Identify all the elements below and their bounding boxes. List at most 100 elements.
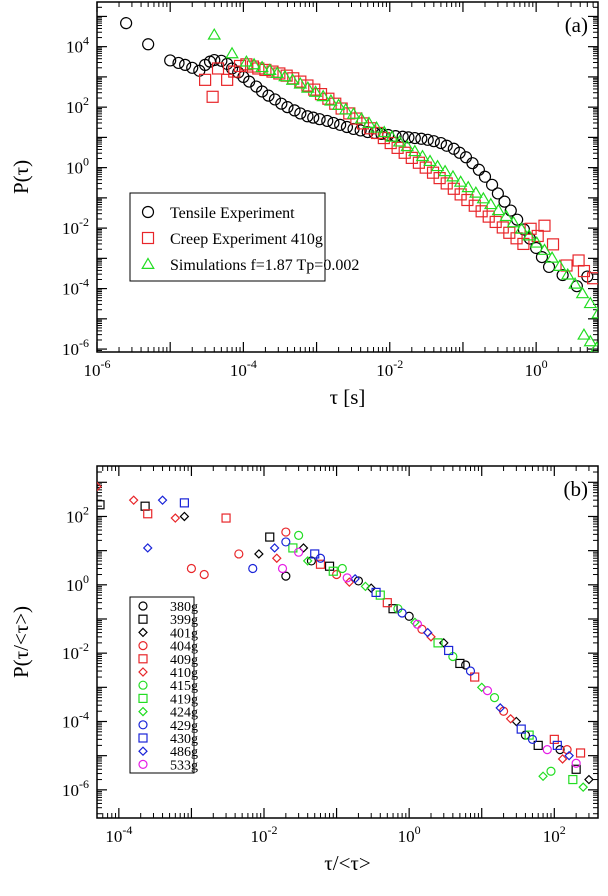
data-point bbox=[568, 774, 578, 785]
legend-label: 415g bbox=[170, 679, 198, 694]
legend-marker bbox=[138, 759, 148, 770]
series-380g bbox=[281, 556, 565, 755]
series-533g bbox=[277, 547, 581, 768]
data-point bbox=[179, 498, 189, 508]
data-point bbox=[369, 120, 384, 133]
data-point bbox=[537, 243, 552, 255]
x-tick-label: 100 bbox=[398, 823, 421, 846]
data-point bbox=[360, 581, 371, 592]
data-point bbox=[186, 61, 199, 74]
data-point bbox=[430, 159, 445, 172]
y-tick-label: 10-6 bbox=[62, 336, 89, 359]
data-point bbox=[578, 782, 589, 792]
legend-label: Tensile Experiment bbox=[170, 205, 295, 222]
x-tick-label: 10-4 bbox=[230, 357, 257, 380]
data-point bbox=[327, 116, 340, 130]
data-point bbox=[504, 204, 517, 217]
data-point bbox=[215, 54, 228, 67]
x-tick-label: 10-4 bbox=[105, 823, 132, 846]
data-point bbox=[575, 286, 590, 299]
data-point bbox=[268, 93, 282, 106]
data-point bbox=[440, 139, 453, 152]
data-point bbox=[346, 107, 361, 119]
legend-label: 409g bbox=[170, 653, 198, 668]
data-point bbox=[506, 215, 521, 228]
data-point bbox=[571, 758, 581, 768]
data-point bbox=[455, 658, 465, 669]
data-point bbox=[285, 73, 300, 85]
data-point bbox=[552, 259, 567, 271]
y-tick-label: 10-4 bbox=[62, 709, 89, 732]
data-point bbox=[469, 186, 483, 198]
legend-marker bbox=[138, 693, 148, 704]
data-point bbox=[278, 69, 292, 82]
data-point bbox=[310, 549, 320, 559]
legend-marker bbox=[138, 601, 148, 611]
legend-box bbox=[129, 192, 326, 282]
data-point bbox=[461, 180, 476, 193]
data-point bbox=[527, 734, 538, 744]
data-point bbox=[388, 604, 398, 614]
data-point bbox=[470, 672, 480, 682]
legend-box bbox=[129, 596, 195, 774]
data-point bbox=[438, 164, 452, 177]
data-point bbox=[491, 203, 506, 216]
data-point bbox=[377, 125, 392, 138]
plot-frame bbox=[96, 465, 599, 819]
data-point bbox=[472, 163, 485, 176]
data-point bbox=[444, 645, 454, 656]
data-point bbox=[294, 75, 307, 88]
data-point bbox=[199, 569, 209, 580]
data-point bbox=[415, 132, 428, 145]
data-point bbox=[248, 563, 258, 574]
data-point bbox=[199, 73, 212, 86]
x-tick-label: 10-2 bbox=[376, 357, 403, 380]
data-point bbox=[277, 563, 288, 574]
data-point bbox=[422, 627, 433, 638]
data-point bbox=[371, 587, 381, 597]
data-point bbox=[427, 135, 440, 148]
data-point bbox=[206, 90, 219, 103]
minor-ticks bbox=[97, 466, 598, 818]
data-point bbox=[476, 191, 491, 204]
data-point bbox=[255, 85, 269, 98]
data-point bbox=[288, 104, 301, 117]
data-point bbox=[269, 543, 280, 553]
data-point bbox=[97, 500, 105, 510]
data-point bbox=[564, 750, 574, 761]
data-point bbox=[583, 334, 598, 347]
data-point bbox=[288, 543, 298, 553]
data-point bbox=[240, 58, 253, 71]
legend-label: 424g bbox=[170, 706, 198, 721]
data-point bbox=[572, 254, 585, 267]
data-point bbox=[281, 527, 291, 537]
legend-marker bbox=[141, 205, 155, 219]
data-point bbox=[489, 693, 500, 703]
data-point bbox=[491, 187, 504, 200]
data-point bbox=[410, 617, 420, 628]
data-point bbox=[583, 296, 598, 309]
data-point bbox=[587, 272, 598, 285]
data-point bbox=[211, 62, 225, 75]
data-point bbox=[384, 136, 397, 150]
data-point bbox=[514, 222, 529, 234]
data-point bbox=[568, 277, 582, 289]
data-point bbox=[577, 327, 591, 340]
data-point bbox=[362, 116, 376, 128]
data-point bbox=[530, 241, 543, 255]
data-point bbox=[338, 102, 353, 115]
data-point bbox=[560, 267, 575, 280]
legend-label: 399g bbox=[170, 613, 198, 628]
data-point bbox=[549, 734, 559, 744]
data-point bbox=[294, 547, 304, 557]
legend: Tensile Experiment Creep Experiment 410g S… bbox=[129, 192, 359, 282]
data-point bbox=[234, 549, 244, 559]
data-point bbox=[354, 111, 369, 124]
data-point bbox=[301, 79, 314, 92]
data-point bbox=[275, 97, 288, 110]
y-axis-label: P(τ) bbox=[9, 160, 33, 194]
data-point bbox=[571, 764, 581, 774]
y-tick-label: 102 bbox=[66, 94, 89, 117]
data-point bbox=[120, 17, 133, 30]
data-point bbox=[316, 89, 330, 102]
